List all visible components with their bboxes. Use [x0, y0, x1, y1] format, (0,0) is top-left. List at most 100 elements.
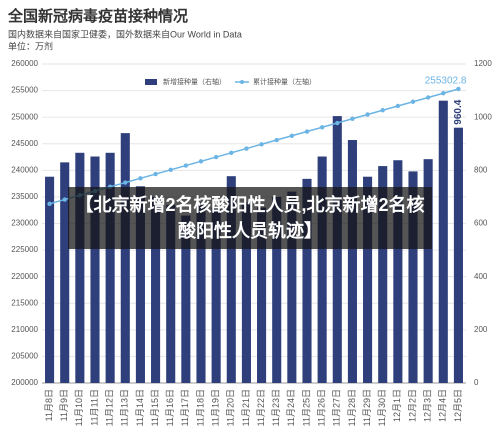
x-tick-label: 11月11日 [89, 389, 99, 426]
line-point [350, 116, 355, 121]
bar [453, 127, 463, 383]
x-tick-label: 11月28日 [347, 389, 357, 426]
bar [211, 207, 221, 383]
x-tick-label: 11月25日 [301, 389, 311, 426]
bar [257, 207, 267, 383]
y2-tick-label: 1000 [474, 112, 492, 121]
chart-subtitle: 单位：万剂 [8, 40, 53, 51]
x-tick-label: 11月17日 [180, 389, 190, 426]
value-label: 255302.8 [425, 76, 467, 87]
line-point [365, 112, 370, 117]
x-tick-label: 11月21日 [241, 389, 251, 426]
bar [45, 176, 55, 383]
x-tick-label: 11月16日 [165, 389, 175, 426]
bar [363, 176, 373, 383]
x-tick-label: 11月12日 [105, 389, 115, 426]
legend-swatch [240, 80, 244, 84]
y-tick-label: 250000 [11, 112, 38, 121]
line-point [380, 108, 385, 113]
bar [196, 202, 206, 383]
bar [317, 156, 327, 383]
line-point [289, 133, 295, 138]
x-tick-label: 12月1日 [392, 389, 402, 422]
x-tick-label: 11月26日 [317, 389, 327, 426]
value-label: 960.4 [453, 99, 464, 124]
line-point [183, 163, 189, 168]
line-point [47, 201, 52, 207]
y-tick-label: 210000 [11, 325, 38, 334]
bar [272, 196, 282, 383]
x-tick-label: 11月19日 [211, 389, 221, 426]
x-tick-label: 11月14日 [135, 389, 145, 426]
line-point [335, 120, 340, 126]
x-tick-label: 11月18日 [195, 389, 205, 426]
x-tick-label: 12月2日 [407, 389, 417, 422]
bar [135, 186, 145, 383]
line [49, 88, 459, 205]
y2-tick-label: 400 [474, 272, 488, 281]
y-tick-label: 215000 [11, 298, 38, 307]
line-point [259, 142, 264, 147]
line-point [153, 171, 158, 177]
y2-tick-label: 200 [474, 325, 488, 334]
y2-tick-label: 600 [474, 219, 488, 228]
line-point [319, 125, 325, 130]
line-point [456, 86, 461, 92]
line-point [441, 91, 446, 96]
line-point [274, 137, 279, 143]
y-tick-label: 240000 [11, 165, 38, 174]
line-point [213, 154, 219, 160]
bar [423, 159, 433, 383]
y-tick-label: 260000 [11, 59, 38, 68]
bar [332, 116, 342, 383]
x-tick-label: 12月5日 [453, 389, 463, 422]
bar [408, 171, 418, 383]
bar [226, 176, 236, 383]
y-tick-label: 225000 [11, 245, 38, 254]
x-tick-label: 11月10日 [74, 389, 84, 426]
line-point [304, 129, 310, 134]
bar [75, 152, 85, 383]
bar [393, 160, 403, 383]
y-tick-label: 255000 [11, 86, 38, 95]
bar [181, 215, 191, 383]
x-tick-label: 12月4日 [438, 389, 448, 422]
chart-subtitle: 国内数据来自国家卫健委，国外数据来自Our World in Data [8, 28, 242, 39]
bar [438, 100, 448, 383]
bar [105, 152, 115, 383]
x-tick-label: 12月3日 [423, 389, 433, 422]
y2-tick-label: 1200 [474, 59, 492, 68]
line-point [410, 99, 416, 104]
line-point [168, 167, 173, 173]
x-tick-label: 11月27日 [332, 389, 342, 426]
y-tick-label: 205000 [11, 352, 38, 361]
legend-label: 累计接种量（左轴） [253, 77, 316, 86]
line-point [229, 150, 234, 155]
y2-tick-label: 0 [474, 378, 479, 387]
bar [347, 140, 357, 383]
y2-tick-label: 800 [474, 165, 488, 174]
bar [60, 162, 70, 383]
line-point [395, 103, 401, 109]
legend-swatch [145, 79, 157, 85]
legend-label: 新增接种量（右轴） [163, 77, 226, 86]
x-tick-label: 11月15日 [150, 389, 160, 426]
bar [151, 196, 161, 383]
line-point [198, 159, 204, 164]
bar [302, 178, 312, 383]
line-point [425, 95, 431, 100]
x-tick-label: 11月13日 [120, 389, 130, 426]
x-tick-label: 11月29日 [362, 389, 372, 426]
x-tick-label: 11月8日 [44, 389, 54, 421]
y-tick-label: 235000 [11, 192, 38, 201]
bar [378, 166, 388, 383]
overlay-banner: 【北京新增2名核酸阳性人员,北京新增2名核酸阳性人员轨迹】 [68, 187, 432, 249]
line-point [62, 197, 67, 202]
x-tick-label: 11月20日 [226, 389, 236, 426]
bar [90, 156, 100, 383]
bar [241, 202, 251, 383]
y-tick-label: 230000 [11, 219, 38, 228]
x-tick-label: 11月24日 [286, 389, 296, 426]
x-tick-label: 11月22日 [256, 389, 266, 426]
